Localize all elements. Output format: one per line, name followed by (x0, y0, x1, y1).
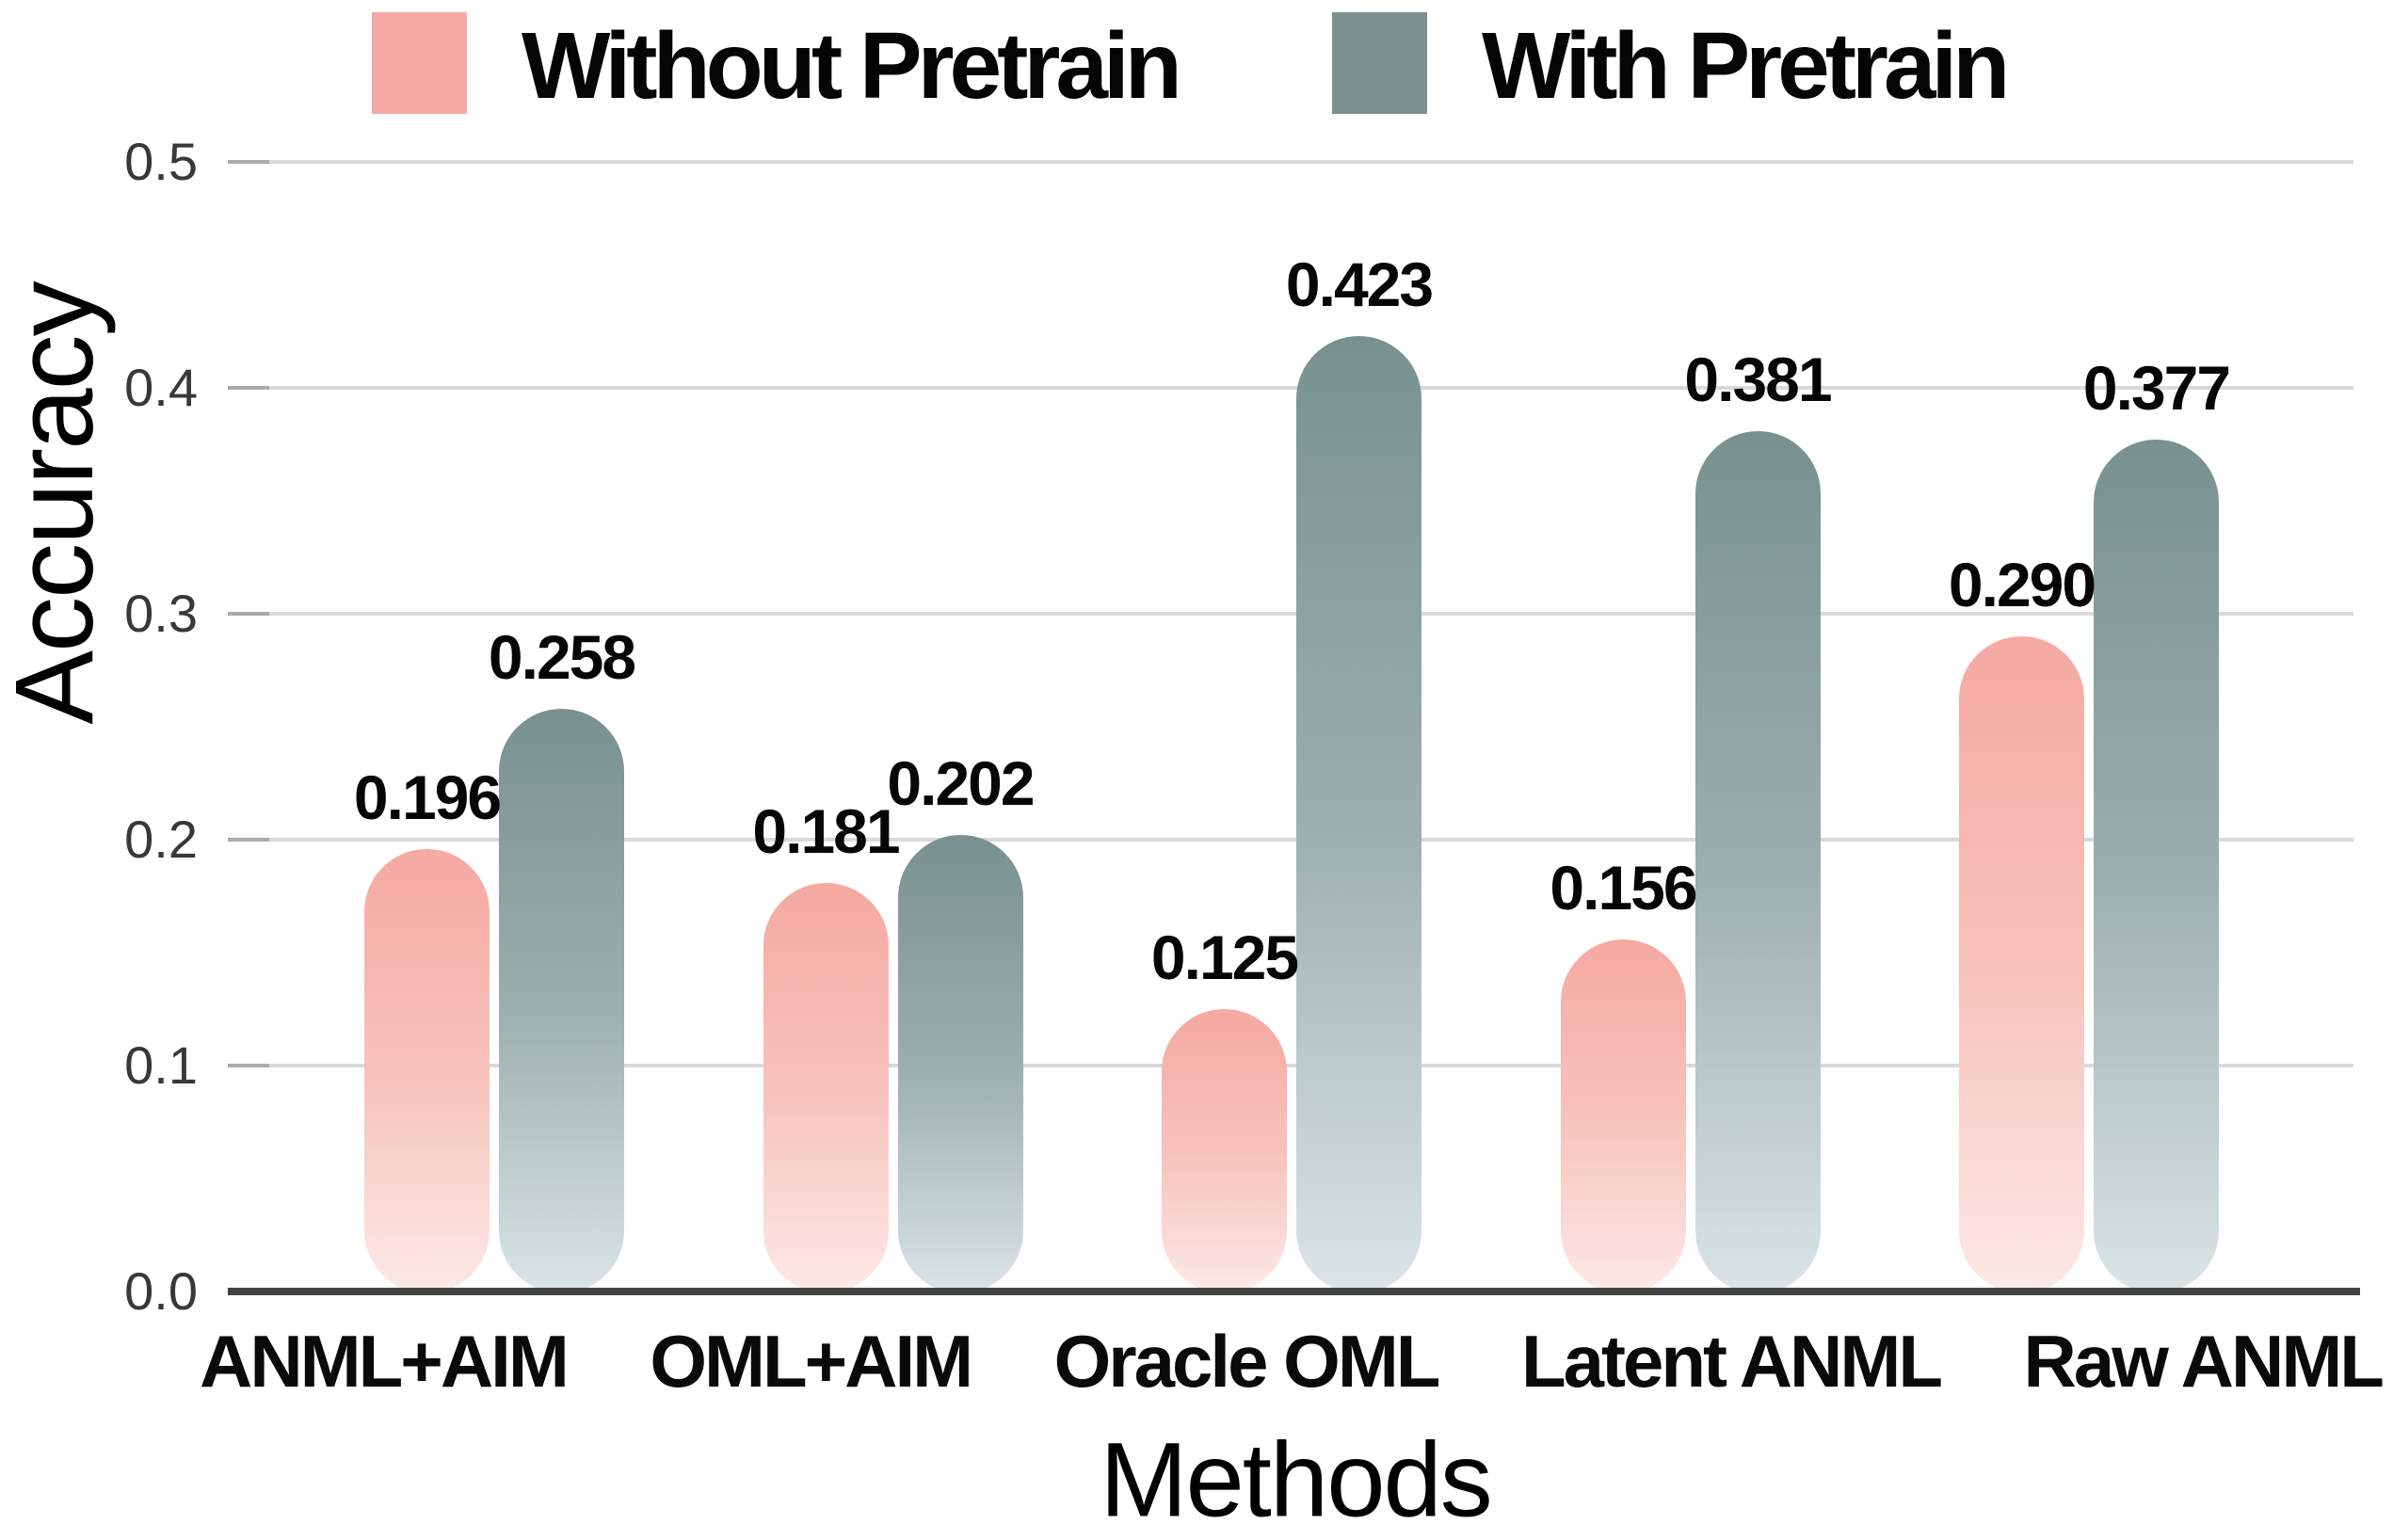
bar-value-with-pretrain-oracle-oml: 0.423 (1285, 249, 1434, 319)
bar-with-pretrain-raw-anml (2094, 440, 2219, 1293)
y-tick-label-0.1: 0.1 (124, 1035, 198, 1095)
x-tick-label-latent-anml: Latent ANML (1520, 1320, 1943, 1403)
bar-without-pretrain-oracle-oml (1162, 1009, 1287, 1293)
bar-with-pretrain-oml-aim (897, 835, 1023, 1293)
bar-value-with-pretrain-latent-anml: 0.381 (1684, 344, 1832, 414)
x-tick-label-anml-aim: ANML+AIM (200, 1320, 570, 1403)
legend-item-with-pretrain: With Pretrain (1332, 11, 2010, 119)
y-tick-label-0.2: 0.2 (124, 810, 198, 869)
bar-without-pretrain-latent-anml (1560, 938, 1686, 1293)
x-tick-label-oracle-oml: Oracle OML (1053, 1320, 1441, 1403)
y-tick-label-0.3: 0.3 (124, 584, 198, 643)
legend-label-without-pretrain: Without Pretrain (522, 13, 1182, 119)
gridline-0.4 (228, 386, 2353, 390)
gridline-0.3 (228, 612, 2353, 616)
bar-value-without-pretrain-anml-aim: 0.196 (353, 762, 502, 832)
bar-without-pretrain-anml-aim (364, 848, 490, 1293)
bar-without-pretrain-raw-anml (1959, 636, 2084, 1293)
gridline-0.1 (228, 1064, 2353, 1067)
legend-label-with-pretrain: With Pretrain (1482, 13, 2010, 119)
x-tick-label-oml-aim: OML+AIM (650, 1320, 973, 1403)
bar-with-pretrain-latent-anml (1694, 430, 1821, 1293)
x-axis-labels: ANML+AIM OML+AIM Oracle OML Latent ANML Raw … (200, 1320, 2385, 1404)
tick-mark-0.5 (228, 160, 269, 164)
bar-value-without-pretrain-raw-anml: 0.290 (1948, 550, 2096, 619)
tick-mark-0.3 (228, 612, 269, 616)
bar-value-without-pretrain-oracle-oml: 0.125 (1150, 922, 1299, 992)
x-axis-line (228, 1288, 2360, 1295)
gridline-0.2 (228, 838, 2353, 842)
bar-value-without-pretrain-oml-aim: 0.181 (752, 795, 900, 866)
legend-swatch-without-pretrain (372, 12, 467, 114)
bar-value-without-pretrain-latent-anml: 0.156 (1550, 852, 1697, 922)
y-tick-label-0.5: 0.5 (124, 132, 198, 191)
tick-mark-0.2 (228, 838, 269, 842)
tick-mark-0.1 (228, 1064, 269, 1067)
x-axis-title: Methods (1100, 1420, 1493, 1539)
bar-value-with-pretrain-oml-aim: 0.202 (887, 748, 1035, 819)
gridline-0.5 (228, 160, 2353, 164)
bar-without-pretrain-oml-aim (763, 882, 889, 1293)
bar-with-pretrain-oracle-oml (1296, 335, 1421, 1293)
tick-mark-0.4 (228, 386, 269, 390)
legend-item-without-pretrain: Without Pretrain (372, 11, 1182, 119)
y-tick-label-0.4: 0.4 (124, 358, 198, 417)
x-tick-label-raw-anml: Raw ANML (2023, 1320, 2385, 1403)
bar-value-with-pretrain-anml-aim: 0.258 (488, 621, 636, 692)
bar-with-pretrain-anml-aim (499, 708, 624, 1293)
y-tick-label-0.0: 0.0 (124, 1261, 198, 1321)
legend-swatch-with-pretrain (1332, 12, 1427, 114)
bar-value-with-pretrain-raw-anml: 0.377 (2082, 353, 2231, 424)
y-axis-title: Accuracy (0, 282, 117, 725)
